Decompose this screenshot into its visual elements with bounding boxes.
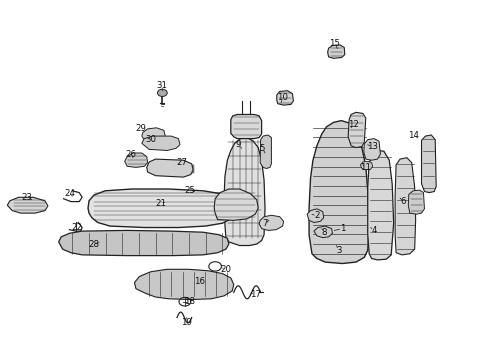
Text: 25: 25 [184,186,195,194]
Text: 11: 11 [360,163,370,172]
Text: 1: 1 [339,224,345,233]
Polygon shape [88,189,233,228]
Polygon shape [308,121,368,264]
Polygon shape [146,159,193,177]
Polygon shape [367,150,393,260]
Text: 24: 24 [64,189,75,198]
Text: 8: 8 [321,228,326,237]
Text: 19: 19 [181,318,192,327]
Polygon shape [59,230,228,256]
Text: 23: 23 [21,193,32,202]
Text: 9: 9 [236,140,241,149]
Text: 2: 2 [313,211,319,220]
Text: 21: 21 [155,199,165,208]
Polygon shape [260,135,271,168]
Text: 14: 14 [407,130,418,139]
Polygon shape [124,153,147,167]
Text: 16: 16 [194,277,204,286]
Text: 31: 31 [157,81,167,90]
Text: 7: 7 [262,219,267,228]
Text: 4: 4 [370,226,376,235]
Polygon shape [142,128,165,141]
Text: 22: 22 [72,223,82,232]
Polygon shape [394,158,415,255]
Polygon shape [224,138,264,246]
Bar [162,165,168,173]
Text: 18: 18 [184,297,195,306]
Text: 10: 10 [277,94,287,102]
Text: 12: 12 [347,120,358,129]
Text: 26: 26 [125,150,136,158]
Bar [180,165,185,173]
Circle shape [157,89,167,96]
Text: 6: 6 [400,197,406,206]
Text: 20: 20 [220,265,231,274]
Polygon shape [407,190,424,214]
Polygon shape [276,91,293,105]
Text: 30: 30 [145,135,156,144]
Polygon shape [313,226,332,238]
Polygon shape [327,45,344,58]
Polygon shape [347,112,365,148]
Text: 17: 17 [249,290,260,299]
Bar [188,165,194,173]
Text: 28: 28 [88,240,99,248]
Polygon shape [7,197,48,213]
Text: 27: 27 [176,158,187,167]
Polygon shape [360,161,372,170]
Polygon shape [259,215,283,230]
Polygon shape [306,209,323,222]
Text: 5: 5 [259,144,265,153]
Text: 13: 13 [366,143,377,152]
Polygon shape [363,139,380,160]
Text: 3: 3 [335,246,341,255]
Text: 15: 15 [329,40,340,49]
Bar [154,165,160,173]
Polygon shape [142,136,180,150]
Polygon shape [230,114,261,139]
Text: 29: 29 [135,124,146,133]
Polygon shape [214,189,258,220]
Polygon shape [134,269,233,300]
Bar [171,165,177,173]
Polygon shape [421,135,435,193]
